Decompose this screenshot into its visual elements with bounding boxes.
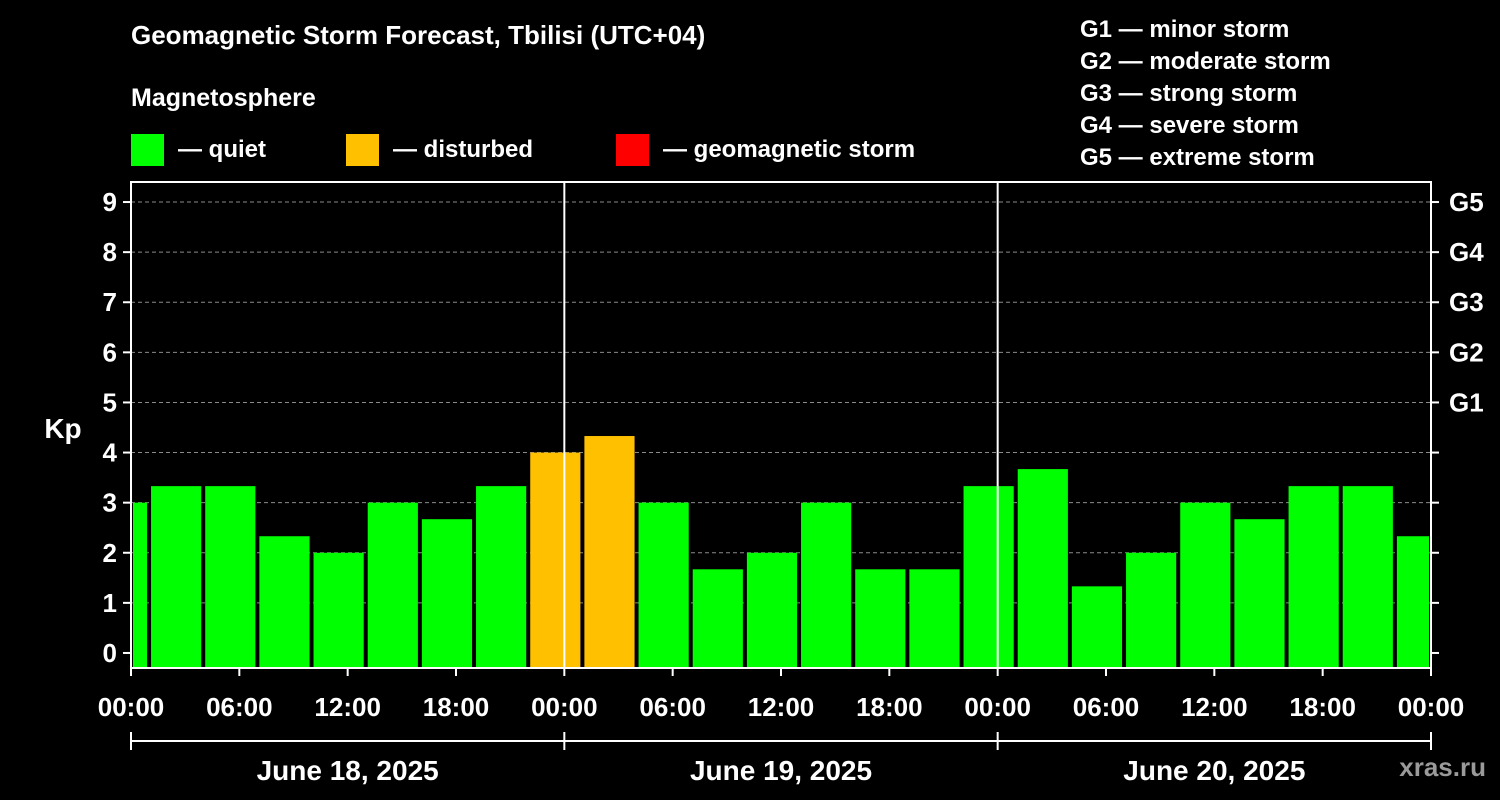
y-tick-label: 5	[103, 387, 117, 417]
legend-label-storm: — geomagnetic storm	[663, 136, 916, 163]
kp-bar	[801, 502, 852, 668]
y-tick-label: 3	[103, 488, 117, 518]
kp-bar	[205, 486, 256, 668]
date-label: June 18, 2025	[257, 755, 439, 786]
storm-level-g3: G3 — strong storm	[1080, 80, 1298, 107]
kp-bar	[638, 502, 689, 668]
legend-item-disturbed: — disturbed	[346, 134, 533, 166]
legend-item-quiet: — quiet	[131, 134, 266, 166]
y-tick-label: 1	[103, 588, 117, 618]
storm-level-axis-label: G1	[1449, 387, 1484, 417]
x-tick-label: 18:00	[1289, 692, 1356, 722]
storm-level-legend: G1 — minor storm G2 — moderate storm G3 …	[1080, 14, 1331, 174]
kp-bar	[1126, 552, 1177, 668]
storm-level-axis-label: G4	[1449, 237, 1484, 267]
legend-subtitle: Magnetosphere	[131, 84, 316, 112]
site-credit: xras.ru	[1399, 752, 1486, 782]
y-axis-label: Kp	[44, 413, 81, 444]
kp-bar	[1396, 536, 1429, 668]
chart-title: Geomagnetic Storm Forecast, Tbilisi (UTC…	[131, 20, 706, 50]
y-tick-label: 6	[103, 337, 117, 367]
x-tick-label: 06:00	[639, 692, 706, 722]
kp-bar	[313, 552, 364, 668]
kp-bar	[133, 502, 148, 668]
kp-bar	[963, 486, 1014, 668]
kp-bar	[1288, 486, 1339, 668]
y-tick-label: 9	[103, 187, 117, 217]
x-tick-label: 12:00	[1181, 692, 1248, 722]
kp-bar	[692, 569, 743, 668]
y-tick-label: 0	[103, 638, 117, 668]
kp-bar	[476, 486, 527, 668]
kp-bar	[367, 502, 418, 668]
storm-level-axis-label: G5	[1449, 187, 1484, 217]
date-label: June 19, 2025	[690, 755, 872, 786]
kp-bar	[1180, 502, 1231, 668]
legend-item-storm: — geomagnetic storm	[616, 134, 915, 166]
x-tick-label: 06:00	[1073, 692, 1140, 722]
kp-bar	[1342, 486, 1393, 668]
storm-level-g4: G4 — severe storm	[1080, 112, 1299, 139]
x-tick-label: 00:00	[531, 692, 598, 722]
kp-bar	[746, 552, 798, 668]
legend-label-quiet: — quiet	[178, 136, 266, 163]
quiet-swatch	[131, 134, 164, 166]
kp-bar	[530, 452, 581, 668]
x-tick-label: 00:00	[98, 692, 165, 722]
x-tick-label: 12:00	[314, 692, 381, 722]
y-tick-label: 8	[103, 237, 117, 267]
kp-bar	[1234, 519, 1285, 668]
storm-level-g5: G5 — extreme storm	[1080, 144, 1315, 171]
kp-bar	[1017, 469, 1068, 668]
x-tick-label: 06:00	[206, 692, 273, 722]
kp-bar	[421, 519, 473, 668]
y-tick-label: 7	[103, 287, 117, 317]
disturbed-swatch	[346, 134, 379, 166]
storm-swatch	[616, 134, 649, 166]
kp-bar	[1071, 586, 1123, 668]
kp-bar	[855, 569, 906, 668]
x-tick-label: 12:00	[748, 692, 815, 722]
legend-label-disturbed: — disturbed	[393, 136, 534, 163]
date-label: June 20, 2025	[1123, 755, 1305, 786]
kp-bar	[584, 436, 635, 668]
x-tick-label: 18:00	[856, 692, 923, 722]
storm-level-axis-label: G3	[1449, 287, 1484, 317]
kp-bar	[909, 569, 960, 668]
storm-level-axis-label: G2	[1449, 337, 1484, 367]
x-tick-label: 00:00	[964, 692, 1031, 722]
x-tick-label: 18:00	[423, 692, 490, 722]
kp-bar	[151, 486, 202, 668]
x-tick-label: 00:00	[1398, 692, 1465, 722]
y-tick-label: 2	[103, 538, 117, 568]
y-tick-label: 4	[103, 438, 118, 468]
storm-level-g1: G1 — minor storm	[1080, 16, 1290, 43]
storm-level-g2: G2 — moderate storm	[1080, 48, 1331, 75]
kp-bar	[259, 536, 310, 668]
